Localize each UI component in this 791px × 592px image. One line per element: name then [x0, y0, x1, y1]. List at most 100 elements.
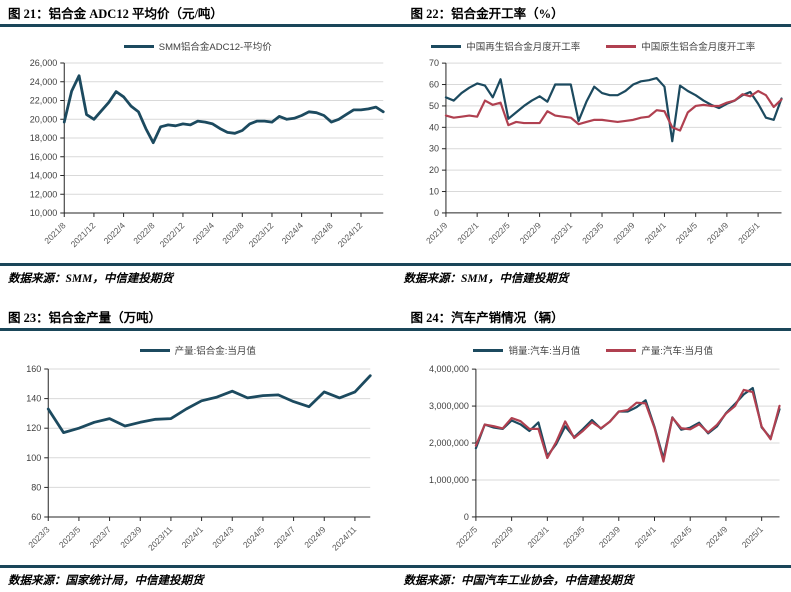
x-tick-label: 2024/5	[241, 524, 267, 550]
legend-label: SMM铝合金ADC12-平均价	[158, 42, 272, 53]
charts-row-top: SMM铝合金ADC12-平均价 10,000 12,000 14,000 16,000…	[0, 27, 791, 263]
sources-row-top: 数据来源：SMM，中信建投期货 数据来源：SMM，中信建投期货	[0, 266, 791, 290]
figure-21-chart: SMM铝合金ADC12-平均价 10,000 12,000 14,000 16,000…	[0, 27, 396, 263]
series-line	[474, 388, 781, 463]
x-tick-label: 2023/11	[146, 524, 175, 553]
x-tick-label: 2022/8	[131, 220, 157, 246]
legend-line-swatch	[606, 348, 637, 352]
x-tick-label: 2023/9	[611, 220, 637, 246]
y-tick-label: 10	[428, 187, 438, 197]
legend-line-swatch	[123, 44, 154, 48]
x-tick-label: 2025/1	[736, 220, 762, 246]
series-line	[46, 374, 372, 434]
x-tick-label: 2025/1	[739, 524, 765, 550]
y-tick-label: 40	[428, 122, 438, 132]
figure-22-source: 数据来源：SMM，中信建投期货	[403, 273, 569, 285]
x-tick-label: 2023/5	[561, 524, 587, 550]
x-tick-label: 2023/12	[247, 220, 276, 249]
x-tick-label: 2021/12	[69, 220, 98, 249]
y-tick-label: 120	[26, 423, 41, 433]
x-tick-label: 2023/9	[118, 524, 144, 550]
x-tick-label: 2024/5	[673, 220, 699, 246]
y-tick-label: 4,000,000	[429, 364, 469, 374]
y-tick-label: 22,000	[30, 96, 58, 106]
x-tick-label: 2024/7	[272, 524, 298, 550]
x-tick-label: 2024/9	[704, 220, 730, 246]
series-line	[62, 74, 385, 145]
y-tick-label: 24,000	[30, 77, 58, 87]
y-tick-label: 60	[31, 512, 41, 522]
legend-label: 中国再生铝合金月度开工率	[466, 42, 581, 53]
x-tick-label: 2021/8	[42, 220, 68, 246]
x-tick-label: 2022/9	[489, 524, 515, 550]
x-tick-label: 2024/3	[210, 524, 236, 550]
divider-rule-top	[0, 24, 791, 27]
y-tick-label: 18,000	[30, 133, 58, 143]
y-tick-label: 70	[428, 58, 438, 68]
legend-line-swatch	[431, 44, 462, 48]
x-tick-label: 2023/5	[580, 220, 606, 246]
figure-22-legend: 中国再生铝合金月度开工率 中国原生铝合金月度开工率	[396, 27, 791, 57]
legend-item: 销量:汽车:当月值	[473, 343, 580, 357]
x-tick-label: 2022/9	[517, 220, 543, 246]
legend-label: 中国原生铝合金月度开工率	[641, 42, 756, 53]
legend-item: 中国再生铝合金月度开工率	[431, 39, 580, 53]
x-tick-label: 2024/1	[180, 524, 206, 550]
row-spacer	[0, 290, 791, 304]
figure-24-source: 数据来源：中国汽车工业协会，中信建投期货	[403, 575, 634, 587]
figure-24-chart: 销量:汽车:当月值 产量:汽车:当月值 0 1,000,000 2,000,000 3,…	[396, 331, 791, 565]
x-tick-label: 2023/5	[57, 524, 83, 550]
y-tick-label: 100	[26, 453, 41, 463]
figure-23-title: 图 23：铝合金产量（万吨）	[8, 311, 162, 325]
y-tick-label: 16,000	[30, 152, 58, 162]
x-tick-label: 2023/1	[548, 220, 574, 246]
series-line	[444, 77, 783, 143]
x-tick-label: 2024/11	[330, 524, 359, 553]
divider-rule-mid-top	[0, 263, 791, 266]
y-tick-label: 140	[26, 394, 41, 404]
y-tick-label: 60	[428, 80, 438, 90]
figure-23-legend: 产量:铝合金:当月值	[0, 331, 396, 361]
figure-24-title: 图 24：汽车产销情况（辆）	[410, 311, 564, 325]
figure-22-title: 图 22：铝合金开工率（%）	[410, 7, 564, 21]
x-tick-label: 2021/9	[423, 220, 449, 246]
x-tick-label: 2023/1	[525, 524, 551, 550]
x-tick-label: 2022/12	[158, 220, 187, 249]
legend-line-swatch	[606, 44, 637, 48]
y-tick-label: 0	[463, 512, 468, 522]
figure-22-chart: 中国再生铝合金月度开工率 中国原生铝合金月度开工率 0 10 20 30 40 50 60 70…	[396, 27, 791, 263]
x-tick-label: 2022/1	[455, 220, 481, 246]
figure-21-title-cell: 图 21：铝合金 ADC12 平均价（元/吨）	[0, 0, 396, 24]
series-line	[444, 89, 783, 132]
y-tick-label: 20	[428, 165, 438, 175]
y-tick-label: 10,000	[30, 208, 58, 218]
x-tick-label: 2024/1	[632, 524, 658, 550]
figure-titles-row-top: 图 21：铝合金 ADC12 平均价（元/吨） 图 22：铝合金开工率（%）	[0, 0, 791, 24]
x-tick-label: 2022/4	[102, 220, 128, 246]
x-tick-label: 2023/7	[88, 524, 114, 550]
y-tick-label: 30	[428, 144, 438, 154]
charts-row-bottom: 产量:铝合金:当月值 60 80 100 120 140 160 2023/3 2023/5 2…	[0, 331, 791, 565]
x-tick-label: 2022/5	[453, 524, 479, 550]
figure-21-legend: SMM铝合金ADC12-平均价	[0, 27, 396, 57]
figure-titles-row-bottom: 图 23：铝合金产量（万吨） 图 24：汽车产销情况（辆）	[0, 304, 791, 328]
x-tick-label: 2023/9	[596, 524, 622, 550]
figure-23-chart: 产量:铝合金:当月值 60 80 100 120 140 160 2023/3 2023/5 2…	[0, 331, 396, 565]
x-tick-label: 2024/9	[703, 524, 729, 550]
legend-label: 产量:汽车:当月值	[641, 346, 714, 357]
x-tick-label: 2023/8	[220, 220, 246, 246]
y-tick-label: 20,000	[30, 114, 58, 124]
legend-item: 中国原生铝合金月度开工率	[606, 39, 755, 53]
x-tick-label: 2024/4	[280, 220, 306, 246]
x-tick-label: 2024/8	[309, 220, 335, 246]
y-tick-label: 2,000,000	[429, 438, 469, 448]
legend-line-swatch	[139, 348, 170, 352]
figure-23-source: 数据来源：国家统计局，中信建投期货	[8, 575, 204, 587]
y-tick-label: 26,000	[30, 58, 58, 68]
figure-23-title-cell: 图 23：铝合金产量（万吨）	[0, 304, 396, 328]
y-tick-label: 14,000	[30, 171, 58, 181]
y-tick-label: 160	[26, 364, 41, 374]
legend-line-swatch	[473, 348, 504, 352]
x-tick-label: 2024/5	[668, 524, 694, 550]
